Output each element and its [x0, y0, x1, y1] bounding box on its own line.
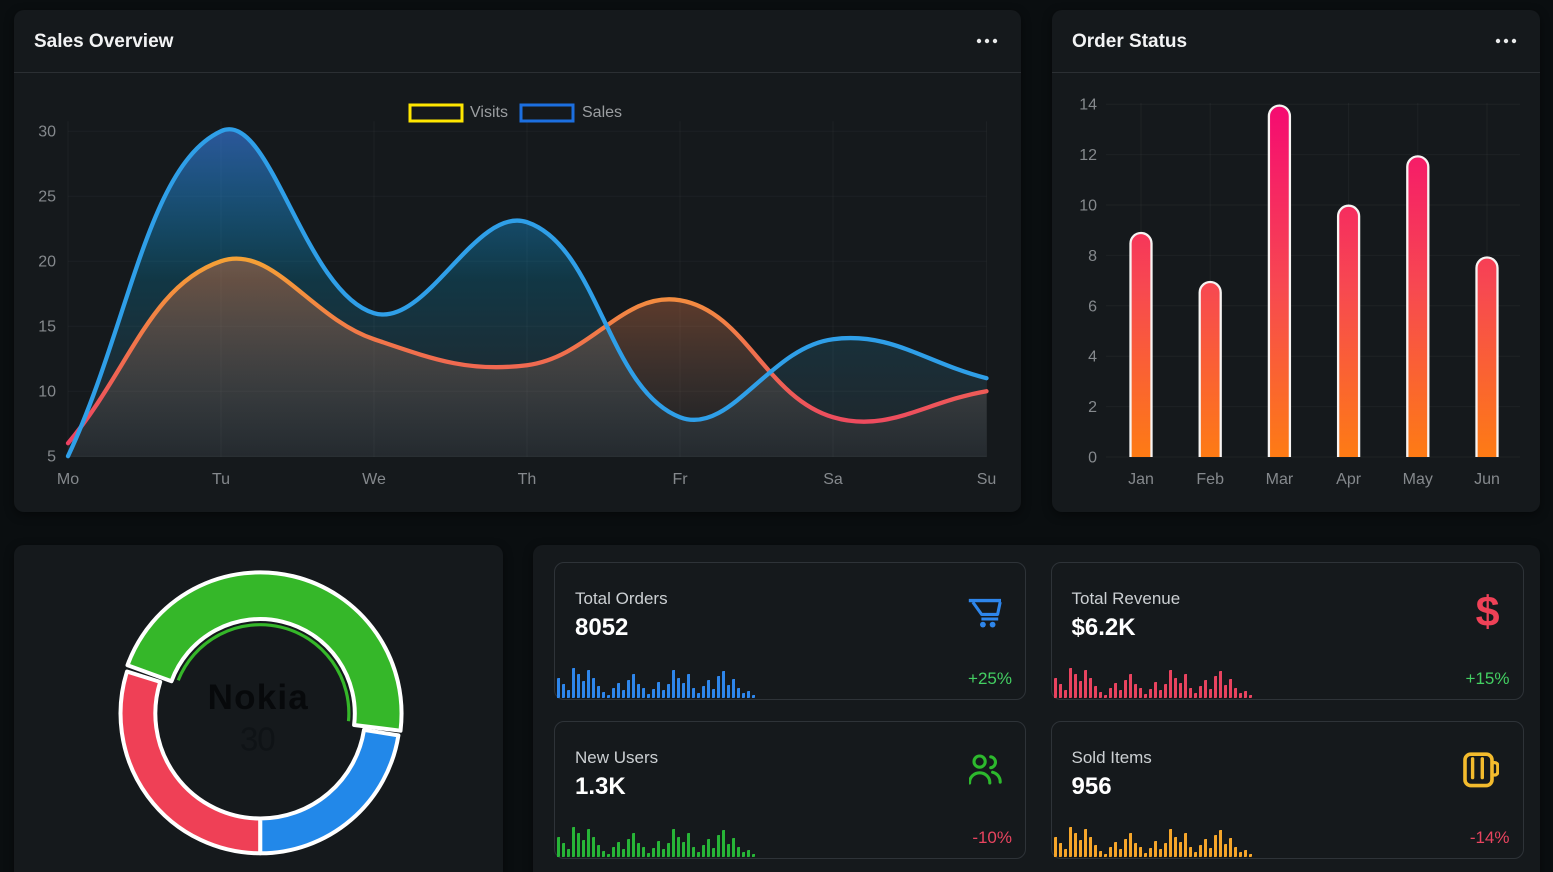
- svg-text:6: 6: [1088, 298, 1097, 315]
- svg-text:15: 15: [38, 319, 56, 336]
- svg-text:Jan: Jan: [1128, 471, 1154, 488]
- svg-text:Sa: Sa: [823, 471, 843, 488]
- svg-text:Jun: Jun: [1474, 471, 1500, 488]
- svg-text:Nokia: Nokia: [208, 678, 309, 717]
- svg-text:Fr: Fr: [672, 471, 688, 488]
- svg-text:Apr: Apr: [1336, 471, 1362, 488]
- svg-text:0: 0: [1088, 450, 1097, 467]
- svg-text:Su: Su: [977, 471, 997, 488]
- svg-text:10: 10: [1079, 198, 1097, 215]
- svg-text:Mo: Mo: [57, 471, 79, 488]
- svg-text:Tu: Tu: [212, 471, 230, 488]
- svg-text:Sales: Sales: [582, 104, 622, 121]
- svg-text:Feb: Feb: [1196, 471, 1224, 488]
- svg-text:30: 30: [240, 721, 275, 758]
- svg-text:10: 10: [38, 384, 56, 401]
- svg-text:20: 20: [38, 254, 56, 271]
- svg-text:2: 2: [1088, 399, 1097, 416]
- svg-text:We: We: [362, 471, 386, 488]
- svg-text:12: 12: [1079, 147, 1097, 164]
- svg-text:4: 4: [1088, 349, 1097, 366]
- svg-text:25: 25: [38, 189, 56, 206]
- svg-text:Th: Th: [518, 471, 537, 488]
- svg-text:30: 30: [38, 124, 56, 141]
- svg-text:Visits: Visits: [470, 104, 508, 121]
- svg-text:8: 8: [1088, 248, 1097, 265]
- svg-text:5: 5: [47, 449, 56, 466]
- svg-text:Mar: Mar: [1266, 471, 1294, 488]
- svg-text:14: 14: [1079, 97, 1097, 114]
- svg-text:May: May: [1403, 471, 1433, 488]
